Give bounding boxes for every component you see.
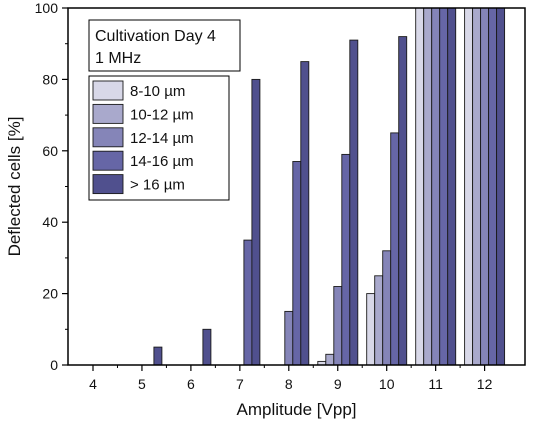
legend-label-0: 8-10 µm	[130, 83, 185, 100]
x-tick-label: 8	[285, 376, 293, 392]
bar-9-series-1	[325, 353, 335, 366]
legend-label-1: 10-12 µm	[130, 106, 194, 123]
bar-5-series-4	[153, 346, 163, 366]
bar-9-series-3	[341, 153, 351, 366]
legend-swatch-1	[92, 103, 124, 124]
annotation-frame	[88, 19, 241, 72]
bar-8-series-4	[300, 61, 310, 366]
y-axis: 0 20 40 60 80 100	[35, 0, 68, 373]
bar-9-series-4	[349, 39, 359, 366]
annotation-line-1: Cultivation Day 4	[95, 28, 216, 45]
y-tick-label: 40	[42, 214, 58, 230]
bar-12-series-3	[488, 7, 498, 366]
legend-label-2: 12-14 µm	[130, 130, 194, 147]
y-tick-label: 60	[42, 143, 58, 159]
x-tick-label: 11	[428, 376, 443, 392]
bar-10-series-4	[398, 36, 408, 366]
y-tick-label: 0	[50, 357, 58, 373]
y-tick-label: 80	[42, 71, 58, 87]
bar-12-series-4	[496, 7, 506, 366]
bar-10-series-2	[382, 250, 392, 366]
x-tick-label: 5	[138, 376, 146, 392]
bar-8-series-2	[284, 310, 294, 366]
bar-11-series-2	[431, 7, 441, 366]
y-tick-label: 100	[35, 0, 59, 16]
annotation-line-2: 1 MHz	[95, 50, 141, 67]
x-tick-label: 7	[236, 376, 244, 392]
bar-7-series-4	[251, 78, 261, 366]
legend-swatch-4	[92, 174, 124, 195]
bars-layer	[153, 7, 506, 366]
x-axis-label: Amplitude [Vpp]	[236, 400, 356, 419]
legend-label-3: 14-16 µm	[130, 153, 194, 170]
y-tick-label: 20	[42, 286, 58, 302]
bar-11-series-0	[415, 7, 425, 366]
legend-swatch-2	[92, 127, 124, 148]
bar-12-series-0	[464, 7, 474, 366]
annotation-box: Cultivation Day 4 1 MHz	[88, 19, 241, 72]
bar-11-series-4	[447, 7, 457, 366]
bar-10-series-0	[366, 293, 376, 366]
x-tick-label: 9	[334, 376, 342, 392]
x-tick-label: 4	[89, 376, 97, 392]
y-axis-label: Deflected cells [%]	[5, 117, 24, 257]
bar-10-series-3	[390, 132, 400, 366]
bar-11-series-3	[439, 7, 449, 366]
bar-11-series-1	[423, 7, 433, 366]
bar-7-series-3	[243, 239, 253, 366]
legend-swatch-3	[92, 150, 124, 171]
bar-8-series-3	[292, 161, 302, 366]
bar-12-series-2	[480, 7, 490, 366]
bar-10-series-1	[374, 275, 384, 366]
bar-9-series-2	[333, 286, 343, 366]
bar-12-series-1	[472, 7, 482, 366]
x-tick-label: 10	[379, 376, 395, 392]
bar-6-series-4	[202, 328, 212, 366]
x-tick-label: 12	[477, 376, 493, 392]
x-tick-label: 6	[187, 376, 195, 392]
x-axis: 4 5 6 7 8 9 10 11 12	[89, 365, 493, 392]
legend: 8-10 µm 10-12 µm 12-14 µm 14-16 µm > 16 µm	[88, 75, 230, 201]
legend-swatch-0	[92, 80, 124, 101]
legend-label-4: > 16 µm	[130, 177, 185, 194]
